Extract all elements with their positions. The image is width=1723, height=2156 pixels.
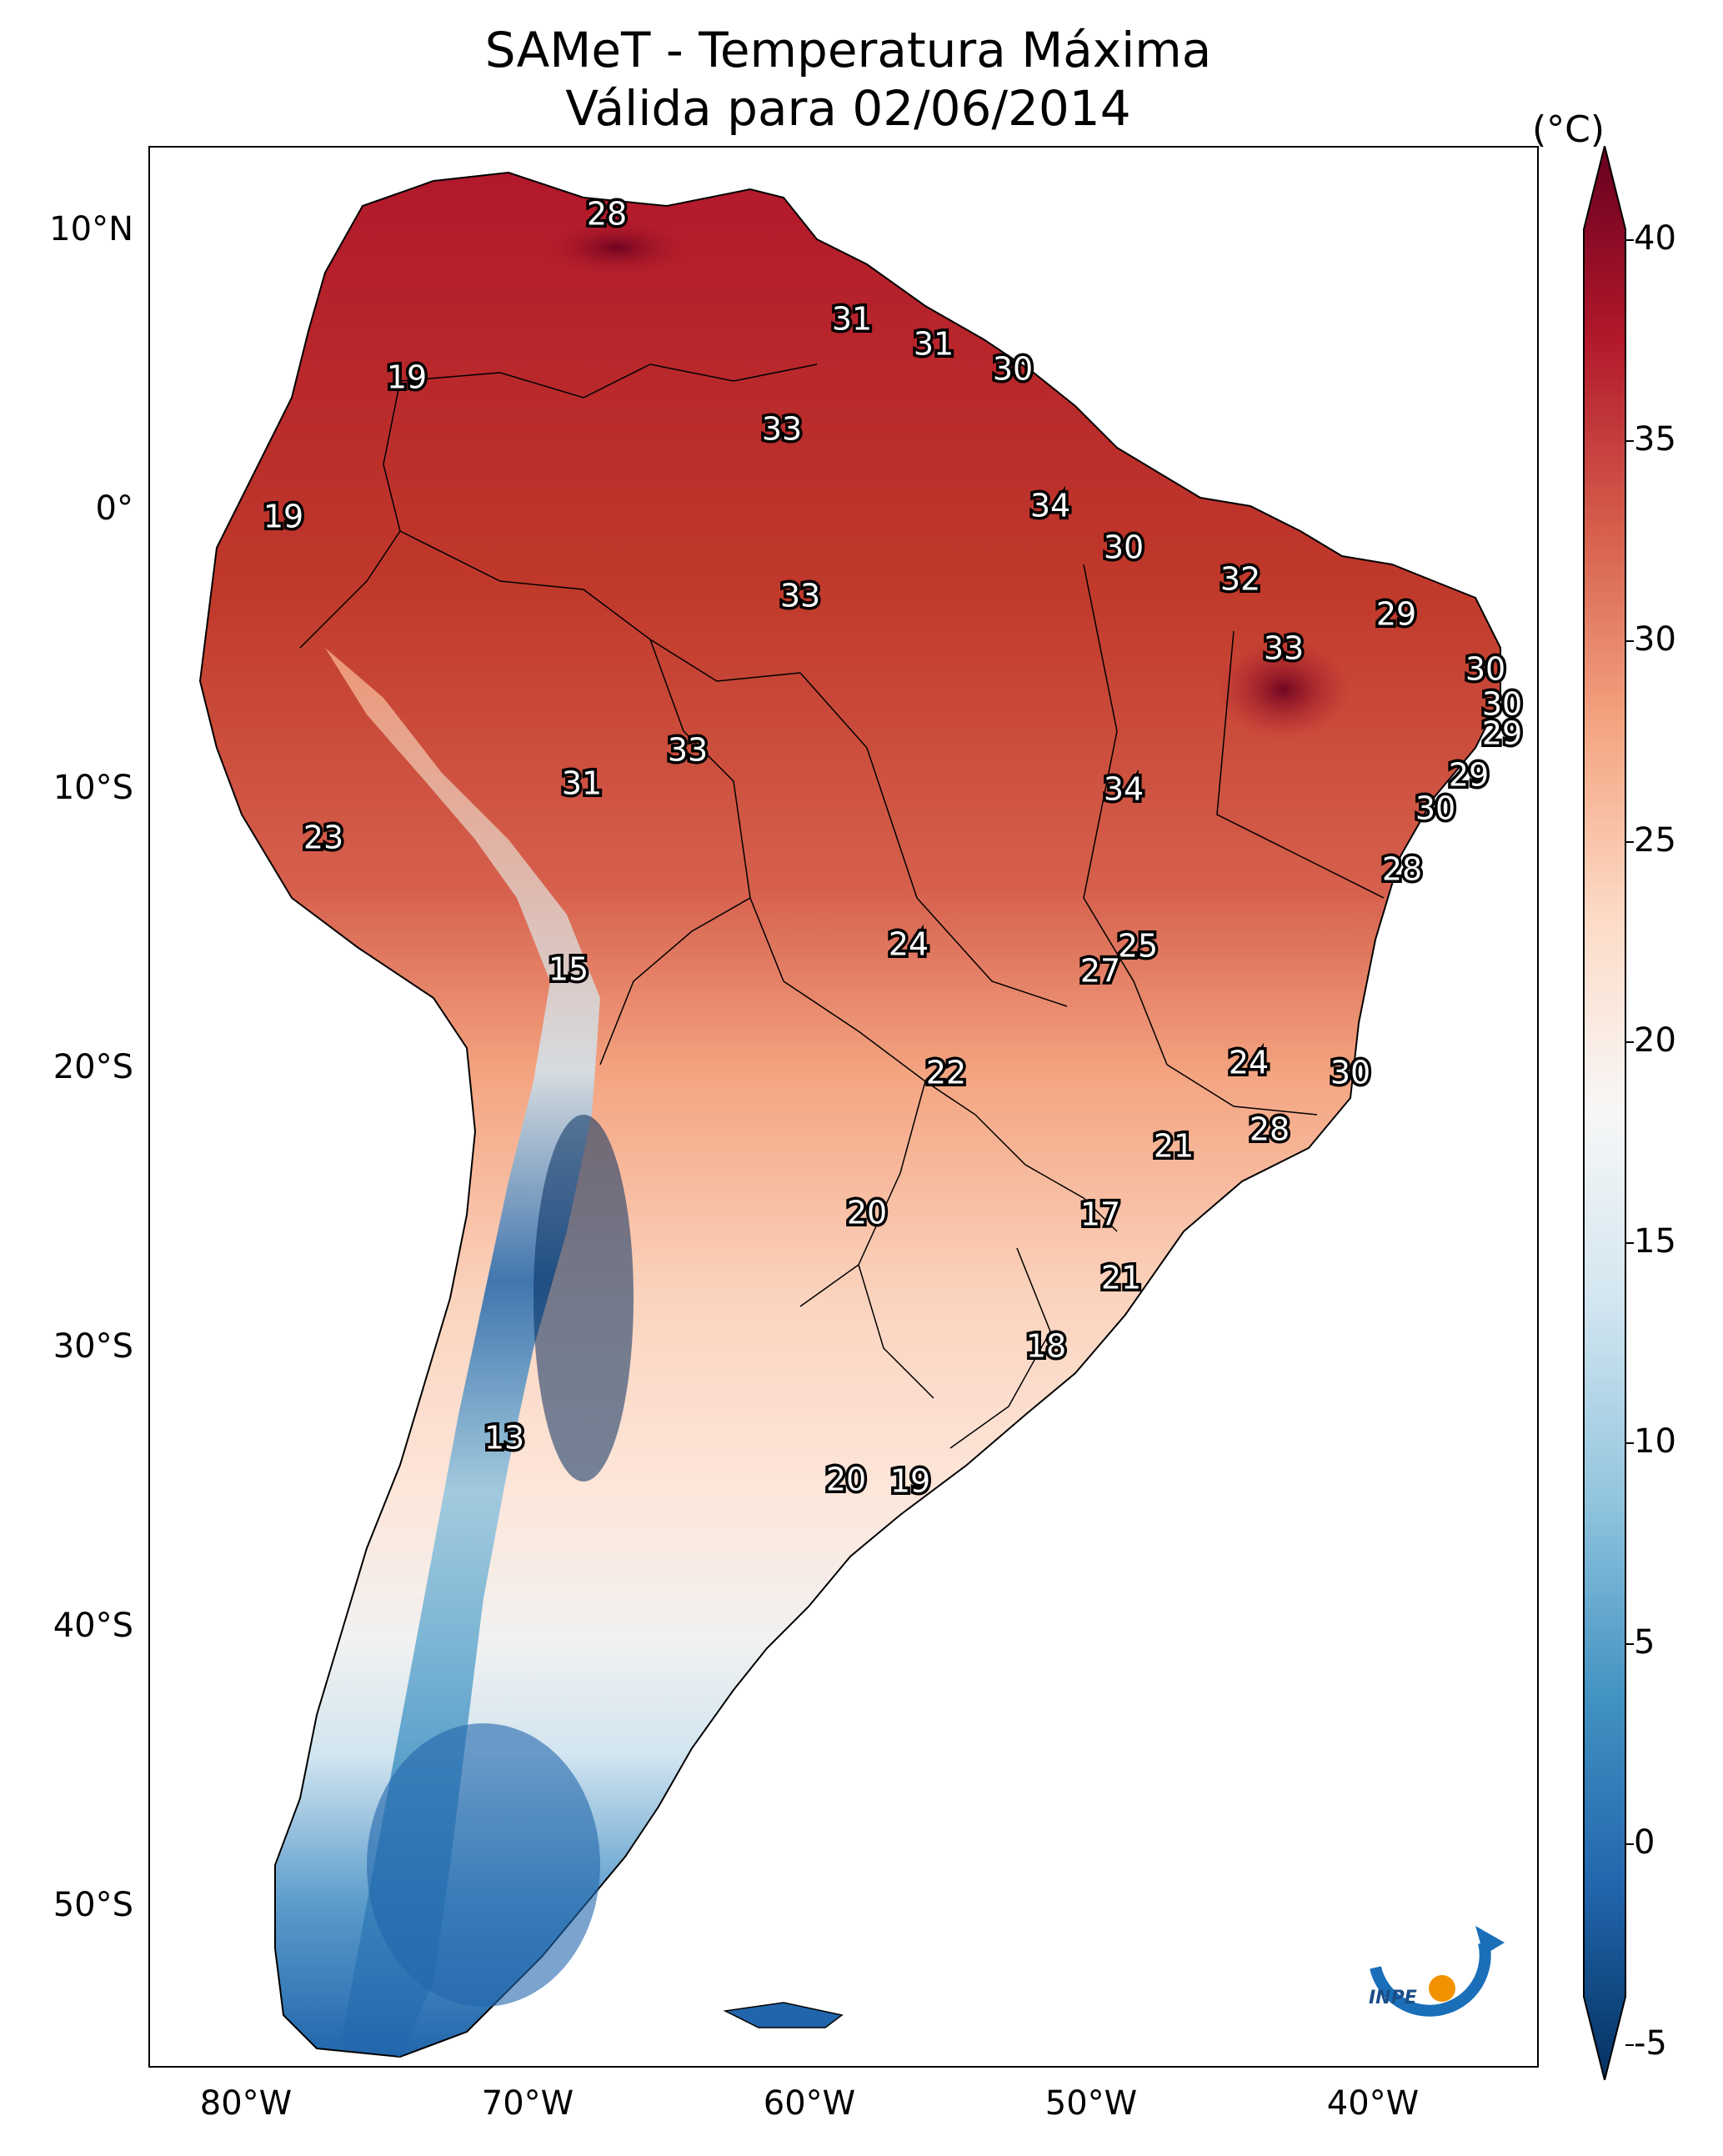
colorbar-tick-label: -5 [1634, 2024, 1667, 2063]
temp-label: 25 [1118, 928, 1158, 965]
temp-label: 24 [889, 926, 929, 963]
lon-label-50w: 50°W [1044, 2084, 1138, 2123]
lat-label-30s: 30°S [53, 1327, 133, 1366]
lat-label-50s: 50°S [53, 1886, 133, 1924]
colorbar-tick-label: 5 [1634, 1622, 1655, 1662]
temp-label: 31 [832, 301, 872, 338]
temp-label: 28 [1382, 851, 1422, 888]
lat-label-10s: 10°S [53, 769, 133, 807]
temp-label: 28 [1250, 1111, 1290, 1148]
temperature-labels: 28 31 31 30 19 33 19 34 30 33 32 29 33 3… [260, 193, 1525, 1502]
temp-label: 30 [1104, 529, 1144, 566]
temp-label: 33 [1264, 630, 1304, 667]
colorbar-tick-label: 30 [1634, 620, 1676, 659]
temp-label: 33 [668, 732, 708, 769]
temp-label: 27 [1080, 953, 1120, 990]
temp-label: 19 [890, 1463, 930, 1500]
colorbar-tick-mark [1625, 1041, 1634, 1044]
colorbar-tick-label: 25 [1634, 820, 1676, 860]
colorbar-tick-mark [1625, 1241, 1634, 1244]
falkland-islands [723, 2002, 844, 2028]
colorbar-tick-label: 0 [1634, 1823, 1655, 1863]
colorbar-tick-label: 15 [1634, 1221, 1676, 1261]
lat-label-20s: 20°S [53, 1048, 133, 1086]
colorbar-tick-label: 20 [1634, 1021, 1676, 1060]
temp-label: 34 [1030, 488, 1070, 524]
temp-label: 20 [847, 1195, 887, 1231]
temp-label: 33 [780, 578, 820, 614]
map-subtitle: Válida para 02/06/2014 [565, 80, 1131, 137]
andes-coldest-zone [533, 1115, 634, 1482]
temp-label: 13 [484, 1420, 524, 1457]
lat-label-10n: 10°N [49, 210, 133, 248]
colorbar-tick-mark [1625, 1843, 1634, 1846]
colorbar-unit: (°C) [1532, 108, 1605, 151]
inpe-logo-text: INPE [1369, 1988, 1417, 2008]
lon-label-40w: 40°W [1326, 2084, 1420, 2123]
colorbar-tick-mark [1625, 239, 1634, 241]
colorbar-tick-label: 10 [1634, 1422, 1676, 1462]
northeast-hot-spot [1217, 639, 1350, 740]
temp-label: 18 [1026, 1328, 1066, 1365]
temperature-map: 28 31 31 30 19 33 19 34 30 33 32 29 33 3… [198, 171, 1525, 2058]
temp-label: 31 [914, 326, 954, 363]
temp-label: 30 [993, 351, 1033, 388]
temp-label: 19 [387, 359, 427, 396]
temp-label: 30 [1465, 651, 1505, 688]
colorbar-tick-label: 35 [1634, 419, 1676, 459]
colorbar-tick-mark [1625, 1442, 1634, 1445]
temp-label: 30 [1415, 790, 1455, 827]
lat-label-0: 0° [95, 489, 133, 528]
temp-label: 29 [1449, 757, 1489, 794]
colorbar-tick-label: 40 [1634, 219, 1676, 258]
temp-label: 23 [303, 820, 343, 856]
map-title: SAMeT - Temperatura Máxima [484, 22, 1212, 78]
map-panel: 28 31 31 30 19 33 19 34 30 33 32 29 33 3… [148, 146, 1539, 2068]
colorbar-tick-mark [1625, 1642, 1634, 1645]
colorbar [1583, 146, 1626, 2080]
temp-label: 32 [1220, 561, 1260, 598]
temp-label: 33 [762, 411, 802, 448]
temp-label: 22 [926, 1055, 966, 1091]
temp-label: 30 [1482, 686, 1522, 723]
temp-label: 34 [1104, 771, 1144, 808]
colorbar-tick-mark [1625, 439, 1634, 442]
temp-label: 21 [1101, 1260, 1141, 1296]
temp-label: 30 [1330, 1055, 1370, 1091]
temp-label: 20 [826, 1462, 866, 1498]
country-borders [299, 364, 1385, 1449]
temp-label: 19 [263, 499, 303, 535]
lon-label-60w: 60°W [763, 2084, 856, 2123]
colorbar-scale [1583, 146, 1626, 2080]
temp-label: 29 [1482, 715, 1522, 752]
temp-label: 24 [1229, 1045, 1269, 1081]
temp-label: 28 [587, 196, 627, 233]
colorbar-tick-mark [1625, 840, 1634, 843]
temp-label: 21 [1154, 1128, 1194, 1165]
lat-label-40s: 40°S [53, 1607, 133, 1645]
colorbar-tick-mark [1625, 640, 1634, 643]
temp-label: 31 [562, 765, 602, 802]
lon-label-80w: 80°W [199, 2084, 293, 2123]
temp-label: 15 [548, 951, 589, 988]
patagonia-cold-zone [367, 1723, 600, 2007]
venezuela-hot-spot [542, 218, 692, 277]
lon-label-70w: 70°W [481, 2084, 574, 2123]
inpe-logo [1370, 1926, 1505, 2017]
temp-label: 17 [1080, 1196, 1120, 1233]
south-america-land [198, 171, 1501, 2058]
colorbar-tick-mark [1625, 2044, 1634, 2046]
temp-label: 29 [1376, 596, 1416, 633]
